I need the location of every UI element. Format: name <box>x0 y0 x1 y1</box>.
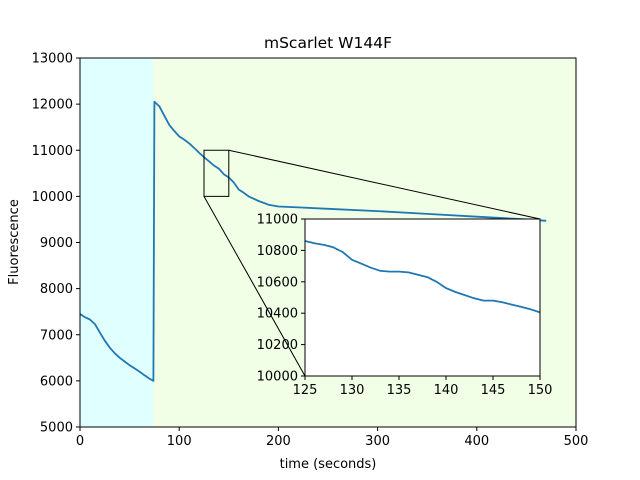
x-tick-label: 100 <box>167 434 192 449</box>
x-tick-label: 0 <box>76 434 84 449</box>
x-tick-label: 150 <box>528 383 553 398</box>
y-tick-label: 10600 <box>257 275 298 290</box>
inset-series-line <box>304 240 541 314</box>
zoom-box-rect <box>203 149 230 197</box>
inset-frame <box>304 218 541 377</box>
y-tick-label: 8000 <box>40 282 73 297</box>
x-tick-label: 125 <box>293 383 318 398</box>
y-tick-label: 10800 <box>257 244 298 259</box>
x-tick-label: 400 <box>464 434 489 449</box>
y-tick-label: 10400 <box>257 307 298 322</box>
x-tick-label: 130 <box>340 383 365 398</box>
y-tick-label: 7000 <box>40 328 73 343</box>
main-x-ticks: 0 100 200 300 400 500 <box>76 427 589 449</box>
y-tick-label: 11000 <box>257 213 298 228</box>
y-axis-label: Fluorescence <box>7 199 22 285</box>
main-series <box>79 100 547 382</box>
zoom-connectors <box>203 149 541 377</box>
x-axis-label: time (seconds) <box>280 457 377 472</box>
inset-background <box>305 219 540 376</box>
y-tick-label: 6000 <box>40 374 73 389</box>
connector-line <box>203 196 306 377</box>
x-tick-label: 300 <box>365 434 390 449</box>
y-tick-label: 10000 <box>257 370 298 385</box>
background-region <box>80 58 154 427</box>
y-tick-label: 10000 <box>32 190 73 205</box>
series-line <box>79 100 547 382</box>
y-tick-label: 12000 <box>32 98 73 113</box>
x-tick-label: 500 <box>564 434 589 449</box>
y-tick-label: 5000 <box>40 421 73 436</box>
y-tick-label: 9000 <box>40 236 73 251</box>
inset-x-ticks: 125 130 135 140 145 150 <box>293 376 553 398</box>
chart-title: mScarlet W144F <box>264 34 392 52</box>
inset-y-ticks: 10000 10200 10400 10600 10800 11000 <box>257 213 305 385</box>
inset-axes: 125 130 135 140 145 150 100001020010400106001… <box>257 213 553 399</box>
y-tick-label: 10200 <box>257 338 298 353</box>
x-tick-label: 200 <box>266 434 291 449</box>
inset-series <box>304 240 541 314</box>
main-y-ticks: 5000 6000 7000 8000 9000 10000 11000 12000 13000 <box>32 52 80 436</box>
y-tick-label: 11000 <box>32 144 73 159</box>
y-tick-label: 13000 <box>32 52 73 67</box>
connector-line <box>228 149 541 220</box>
x-tick-label: 135 <box>387 383 412 398</box>
x-tick-label: 145 <box>481 383 506 398</box>
x-tick-label: 140 <box>434 383 459 398</box>
zoom-box <box>203 149 230 197</box>
